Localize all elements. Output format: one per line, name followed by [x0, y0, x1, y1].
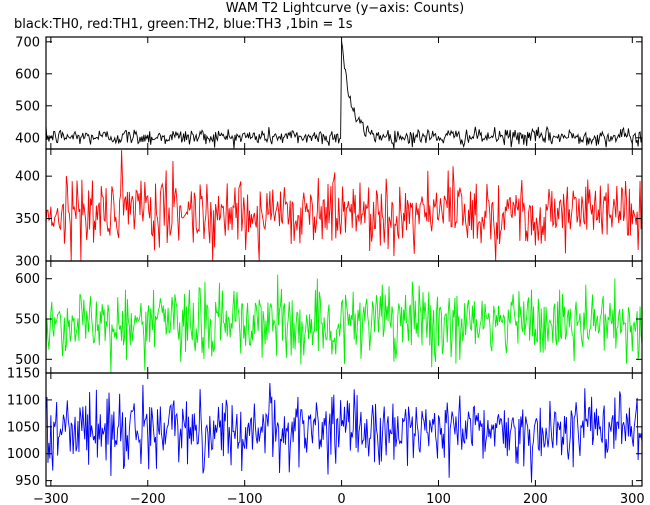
panel-frame-th3 — [45, 372, 643, 487]
y-tick-label: 500 — [15, 99, 40, 114]
x-tick-label: −100 — [227, 492, 263, 505]
x-tick-label: 0 — [337, 492, 345, 505]
series-trace-th2 — [45, 274, 643, 373]
y-tick-label: 400 — [15, 131, 40, 146]
x-tick-label: 100 — [426, 492, 451, 505]
y-tick-label: 400 — [15, 170, 40, 185]
y-tick-label: 700 — [15, 35, 40, 50]
x-tick-label: −200 — [130, 492, 166, 505]
y-tick-label: 300 — [15, 255, 40, 270]
y-tick-label: 1050 — [7, 420, 40, 435]
y-tick-label: 1000 — [7, 447, 40, 462]
y-tick-label: 600 — [15, 272, 40, 287]
y-tick-label: 350 — [15, 212, 40, 227]
y-tick-label: 550 — [15, 313, 40, 328]
chart-subtitle: black:TH0, red:TH1, green:TH2, blue:TH3 … — [14, 17, 353, 32]
y-tick-label: 1150 — [7, 367, 40, 382]
x-tick-label: 300 — [620, 492, 645, 505]
y-tick-label: 950 — [15, 474, 40, 489]
x-tick-label: 200 — [523, 492, 548, 505]
panel-frame-th0 — [45, 36, 643, 150]
y-tick-label: 1100 — [7, 393, 40, 408]
y-tick-label: 500 — [15, 353, 40, 368]
series-trace-th1 — [45, 150, 643, 261]
series-trace-th3 — [45, 382, 643, 483]
series-trace-th0 — [45, 41, 643, 149]
x-tick-label: −300 — [33, 492, 69, 505]
y-tick-label: 600 — [15, 67, 40, 82]
chart-title: WAM T2 Lightcurve (y−axis: Counts) — [225, 1, 465, 16]
